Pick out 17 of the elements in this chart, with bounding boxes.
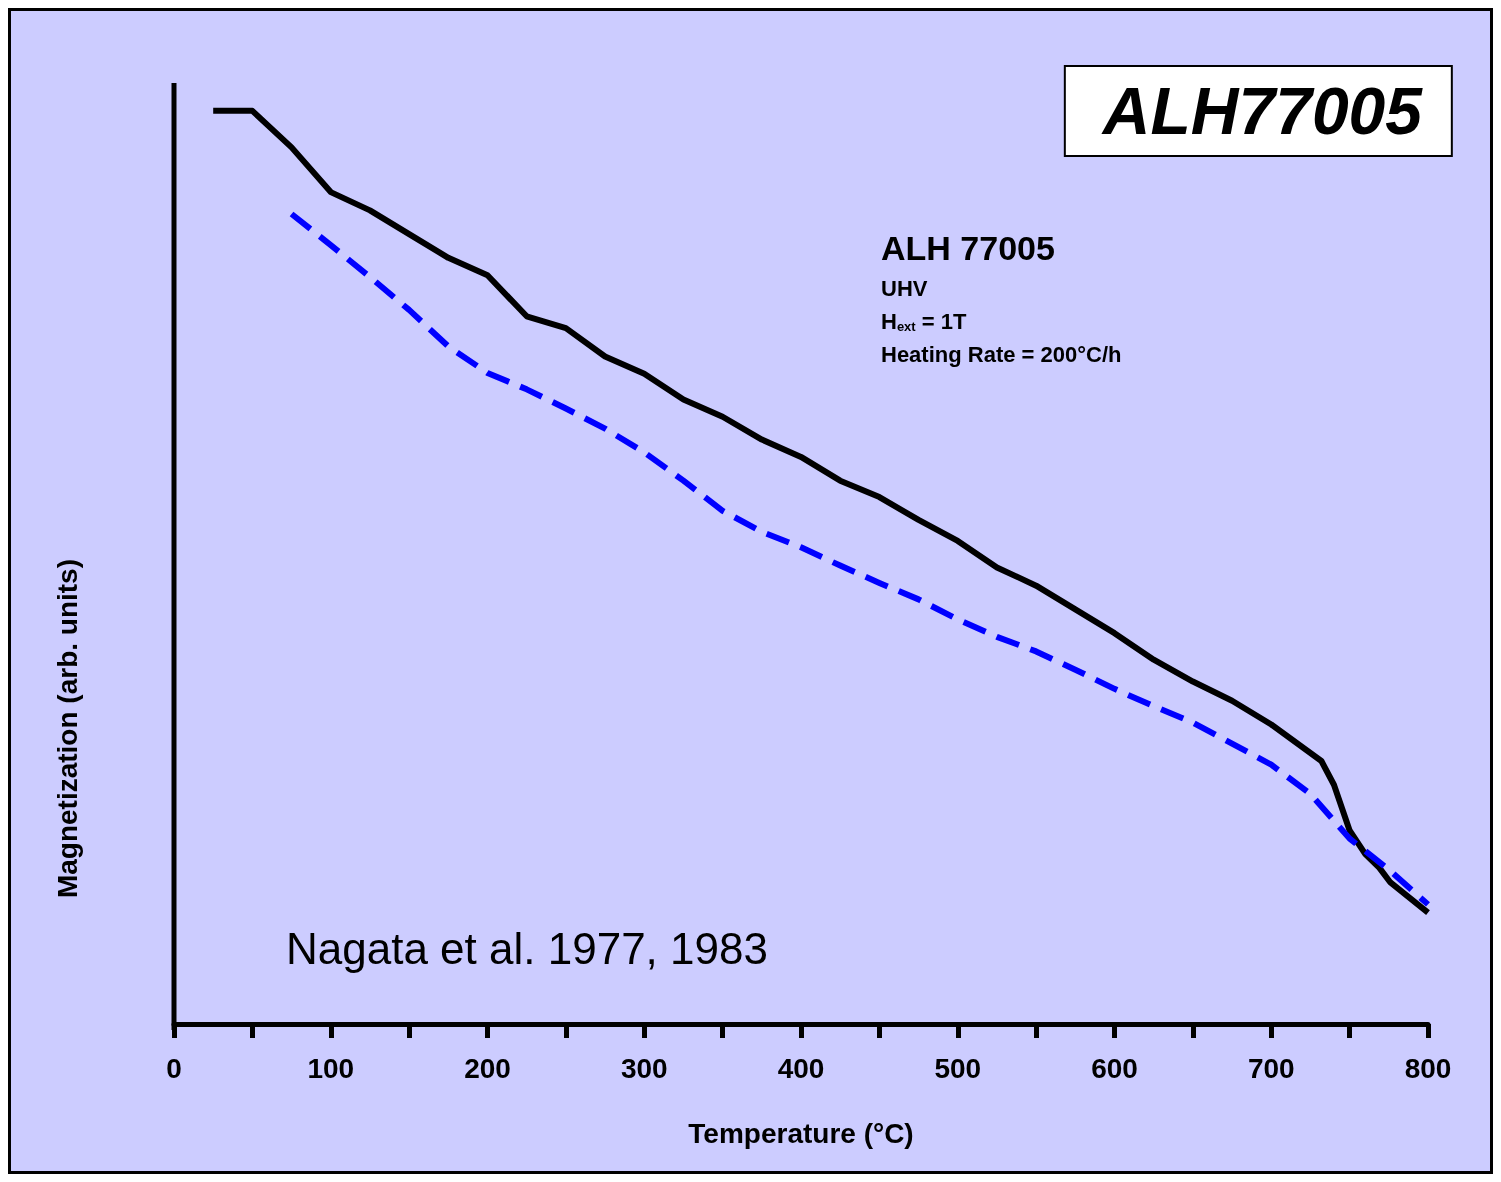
x-tick-label: 800 [1404,1052,1452,1084]
x-tick-label: 600 [1091,1052,1138,1084]
x-tick-label: 500 [934,1052,982,1084]
x-tick-label: 200 [464,1052,511,1084]
annotation: Heating Rate = 200°C/h [881,341,1122,367]
annotation: Hext = 1T [881,308,967,334]
x-tick-label: 700 [1247,1052,1295,1084]
annotation: UHV [881,275,928,301]
chart-title: ALH77005 [1100,74,1424,148]
x-tick-label: 300 [620,1052,668,1084]
x-axis-title: Temperature (°C) [688,1117,914,1149]
y-axis-title: Magnetization (arb. units) [51,558,83,899]
x-tick-label: 0 [166,1052,182,1084]
annotation: ALH 77005 [881,229,1055,267]
x-tick-label: 400 [777,1052,825,1084]
annotation: Nagata et al. 1977, 1983 [286,923,768,973]
x-tick-label: 100 [307,1052,355,1084]
